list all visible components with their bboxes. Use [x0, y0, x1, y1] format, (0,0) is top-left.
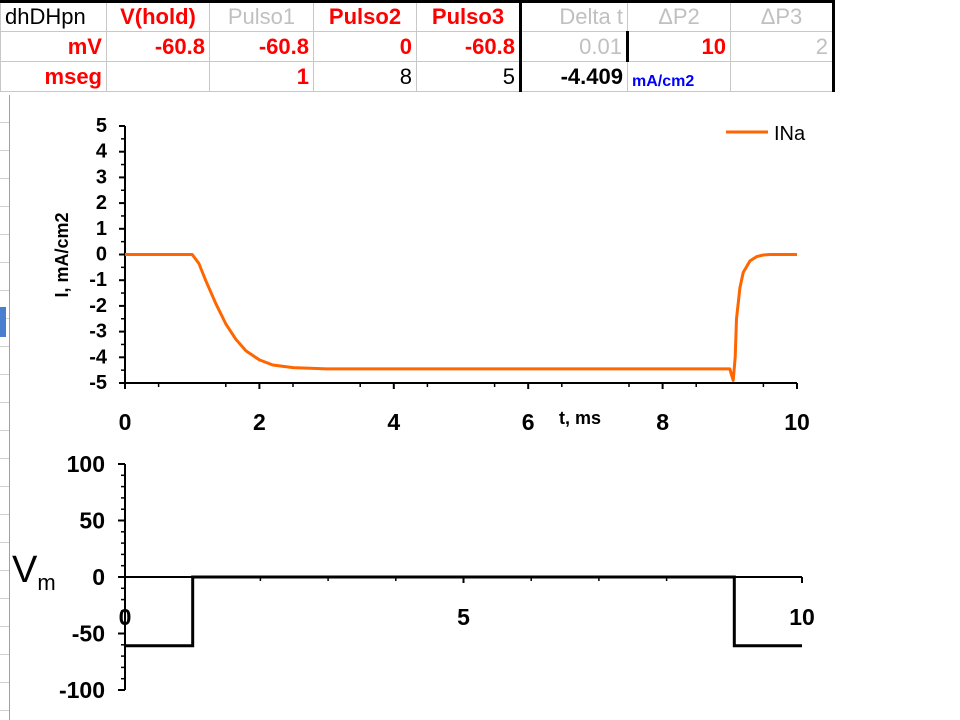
- x-tick-label: 2: [253, 409, 266, 435]
- x-tick-label: 5: [457, 604, 470, 630]
- legend-label: INa: [774, 123, 806, 145]
- cell-empty[interactable]: [730, 61, 835, 92]
- sheet-row-mseg: mseg 1 8 5 -4.409 mA/cm2: [0, 61, 835, 92]
- y-tick-label: -100: [59, 677, 105, 703]
- cell-row-label-mseg[interactable]: mseg: [0, 61, 107, 92]
- y-tick-label: 2: [96, 192, 107, 214]
- cell-pulso1-mv[interactable]: -60.8: [209, 31, 314, 62]
- y-tick-label: -1: [89, 269, 107, 291]
- y-tick-label: -3: [89, 321, 107, 343]
- y-tick-label: -4: [89, 346, 108, 368]
- y-axis-label: Vm: [12, 549, 56, 595]
- y-tick-label: 1: [96, 218, 107, 240]
- series-line-vm: [125, 575, 802, 648]
- series-line-ina: [125, 253, 797, 382]
- y-tick-label: 5: [96, 115, 107, 137]
- cell-current-unit[interactable]: mA/cm2: [627, 61, 731, 92]
- cell-header-pulso1[interactable]: Pulso1: [209, 0, 314, 32]
- row-selection-marker: [0, 307, 6, 337]
- x-tick-label: 10: [789, 604, 815, 630]
- cell-header-delta-t[interactable]: Delta t: [520, 0, 628, 32]
- cell-header-vhold[interactable]: V(hold): [106, 0, 210, 32]
- cell-pulso1-mseg[interactable]: 1: [209, 61, 314, 92]
- cell-pulso3-mseg[interactable]: 5: [416, 61, 522, 92]
- y-tick-label: -5: [89, 372, 107, 394]
- y-axis-label: I, mA/cm2: [52, 212, 72, 297]
- row-header-strip[interactable]: [0, 95, 10, 720]
- cell-pulso2-mv[interactable]: 0: [313, 31, 417, 62]
- y-tick-label: 3: [96, 166, 107, 188]
- y-tick-label: 0: [92, 564, 105, 590]
- x-tick-label: 0: [119, 409, 132, 435]
- y-tick-label: 4: [96, 141, 108, 163]
- x-tick-label: 0: [119, 604, 132, 630]
- y-tick-label: 100: [67, 451, 105, 477]
- cell-model-name[interactable]: dhDHpn: [0, 0, 107, 32]
- x-tick-label: 6: [522, 409, 535, 435]
- y-tick-label: 0: [96, 244, 107, 266]
- y-tick-label: -2: [89, 295, 107, 317]
- x-tick-label: 10: [784, 409, 810, 435]
- y-tick-label: -50: [72, 621, 105, 647]
- cell-current-value[interactable]: -4.409: [520, 61, 628, 92]
- y-tick-label: 50: [79, 508, 105, 534]
- cell-vhold-mv[interactable]: -60.8: [106, 31, 210, 62]
- spreadsheet-table: dhDHpn V(hold) Pulso1 Pulso2 Pulso3 Delt…: [0, 0, 835, 92]
- cell-pulso2-mseg[interactable]: 8: [313, 61, 417, 92]
- x-axis-label: t, ms: [559, 408, 601, 428]
- cell-dp2-value[interactable]: 10: [627, 31, 731, 62]
- x-tick-label: 8: [656, 409, 669, 435]
- y-axis-label-main: V: [12, 549, 38, 591]
- x-tick-label: 4: [387, 409, 400, 435]
- y-axis-label-subscript: m: [37, 570, 55, 595]
